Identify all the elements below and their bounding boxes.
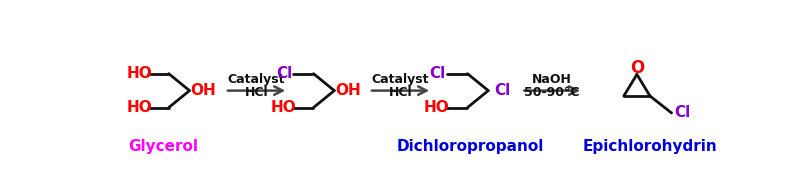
Text: Cl: Cl: [429, 66, 446, 81]
Text: HO: HO: [424, 100, 450, 115]
Text: Cl: Cl: [494, 83, 510, 98]
Text: Catalyst: Catalyst: [372, 73, 429, 86]
Text: OH: OH: [335, 83, 361, 98]
Text: HCl: HCl: [245, 86, 268, 99]
Text: Cl: Cl: [276, 66, 292, 81]
Text: Epichlorohydrin: Epichlorohydrin: [582, 139, 718, 154]
Text: NaOH: NaOH: [532, 73, 572, 86]
Text: O: O: [629, 59, 644, 77]
Text: HCl: HCl: [389, 86, 412, 99]
Text: HO: HO: [271, 100, 296, 115]
Text: HO: HO: [126, 100, 152, 115]
Text: Cl: Cl: [674, 105, 690, 121]
Text: Catalyst: Catalyst: [228, 73, 285, 86]
Text: Dichloropropanol: Dichloropropanol: [397, 139, 544, 154]
Text: OH: OH: [190, 83, 216, 98]
Text: HO: HO: [126, 66, 152, 81]
Text: Glycerol: Glycerol: [128, 139, 198, 154]
Text: 50-90°C: 50-90°C: [524, 86, 580, 99]
